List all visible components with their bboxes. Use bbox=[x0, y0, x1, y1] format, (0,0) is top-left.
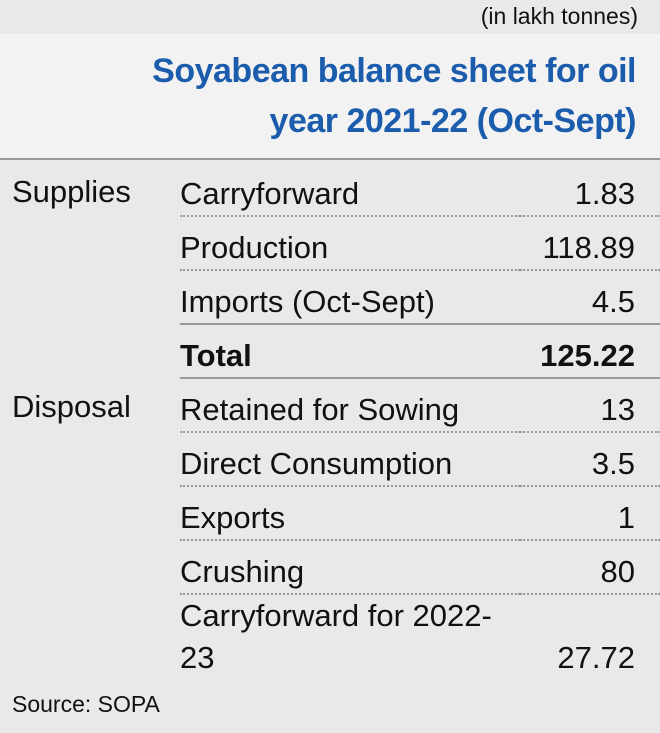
item-label: Imports (Oct-Sept) bbox=[180, 270, 520, 325]
item-label: Production bbox=[180, 216, 520, 271]
balance-table: Supplies Carryforward 1.83 Production 118.89… bbox=[0, 163, 660, 679]
table-row: Exports 1 bbox=[0, 486, 660, 541]
table-row: Carryforward for 2022-23 27.72 bbox=[0, 594, 660, 679]
table-row: Production 118.89 bbox=[0, 216, 660, 271]
section-label: Disposal bbox=[12, 389, 131, 424]
item-value: 1 bbox=[520, 486, 660, 541]
table-row: Disposal Retained for Sowing 13 bbox=[0, 378, 660, 433]
table-row: Crushing 80 bbox=[0, 540, 660, 595]
title: Soyabean balance sheet for oil year 2021… bbox=[152, 52, 636, 140]
item-label: Carryforward for 2022-23 bbox=[180, 598, 492, 675]
item-value: 125.22 bbox=[520, 324, 660, 379]
item-value: 3.5 bbox=[520, 432, 660, 487]
item-label: Total bbox=[180, 324, 520, 379]
item-value: 13 bbox=[520, 378, 660, 433]
item-value: 1.83 bbox=[520, 163, 660, 217]
table-row: Direct Consumption 3.5 bbox=[0, 432, 660, 487]
table-row: Imports (Oct-Sept) 4.5 bbox=[0, 270, 660, 325]
table-row: Supplies Carryforward 1.83 bbox=[0, 163, 660, 217]
table-row: Total 125.22 bbox=[0, 324, 660, 379]
item-label: Exports bbox=[180, 486, 520, 541]
item-value: 27.72 bbox=[557, 640, 635, 675]
item-value: 4.5 bbox=[520, 270, 660, 325]
rule bbox=[0, 158, 660, 160]
item-label: Crushing bbox=[180, 540, 520, 595]
item-value: 118.89 bbox=[520, 216, 660, 271]
item-label: Direct Consumption bbox=[180, 432, 520, 487]
item-value: 80 bbox=[520, 540, 660, 595]
item-label: Retained for Sowing bbox=[180, 378, 520, 433]
source: Source: SOPA bbox=[12, 691, 160, 717]
unit-note: (in lakh tonnes) bbox=[480, 3, 638, 29]
title-box: Soyabean balance sheet for oil year 2021… bbox=[0, 34, 660, 158]
item-label: Carryforward bbox=[180, 163, 520, 217]
section-label: Supplies bbox=[12, 174, 131, 209]
